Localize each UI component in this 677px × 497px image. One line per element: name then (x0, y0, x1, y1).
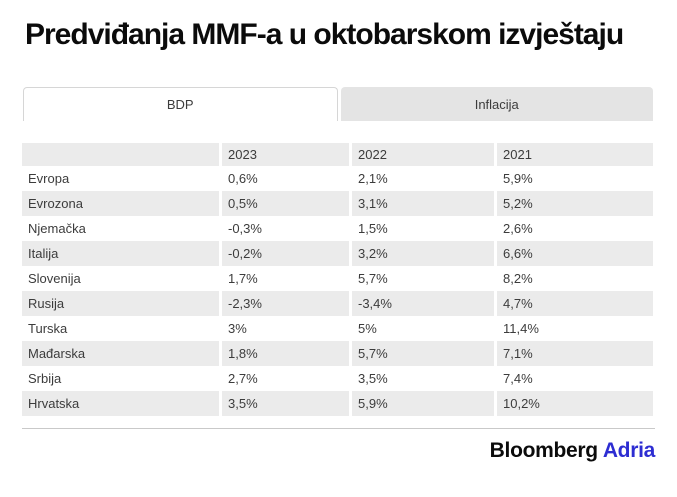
table-row: Mađarska 1,8% 5,7% 7,1% (22, 341, 653, 366)
forecast-table: 2023 2022 2021 Evropa 0,6% 2,1% 5,9% Evrozon… (22, 143, 653, 416)
row-value: 8,2% (503, 271, 533, 286)
row-value: 5,9% (503, 171, 533, 186)
row-value: 2,7% (228, 371, 258, 386)
table-body: Evropa 0,6% 2,1% 5,9% Evrozona 0,5% 3,1% 5,2% Nj… (22, 166, 653, 416)
row-value: 5,2% (497, 191, 653, 216)
row-value: -3,4% (352, 291, 494, 316)
row-label: Evrozona (22, 191, 219, 216)
table-row: Italija -0,2% 3,2% 6,6% (22, 241, 653, 266)
row-value: 1,7% (228, 271, 258, 286)
row-value: 4,7% (497, 291, 653, 316)
row-value: 0,5% (222, 191, 349, 216)
table-row: Evropa 0,6% 2,1% 5,9% (22, 166, 653, 191)
table-row: Srbija 2,7% 3,5% 7,4% (22, 366, 653, 391)
row-value: 5,7% (352, 341, 494, 366)
row-label: Srbija (28, 371, 62, 386)
row-label: Njemačka (28, 221, 86, 236)
footer-divider (22, 428, 655, 429)
tab-bdp-label: BDP (166, 97, 194, 112)
row-value: 5,7% (358, 271, 388, 286)
row-value: 11,4% (503, 321, 539, 336)
row-value: 7,1% (497, 341, 653, 366)
table-row: Slovenija 1,7% 5,7% 8,2% (22, 266, 653, 291)
page-title: Predviđanja MMF-a u oktobarskom izvješta… (25, 18, 624, 51)
table-row: Turska 3% 5% 11,4% (22, 316, 653, 341)
row-value: -0,3% (228, 221, 262, 236)
header-cell-2022: 2022 (352, 143, 494, 166)
row-value: 3,5% (358, 371, 388, 386)
header-cell-2023: 2023 (222, 143, 349, 166)
row-label: Evropa (28, 171, 70, 186)
row-label: Turska (28, 321, 68, 336)
table-row: Evrozona 0,5% 3,1% 5,2% (22, 191, 653, 216)
row-value: 3,5% (222, 391, 349, 416)
tab-bdp[interactable]: BDP (23, 87, 338, 121)
row-value: 2,6% (503, 221, 533, 236)
row-value: -2,3% (222, 291, 349, 316)
row-value: 10,2% (497, 391, 653, 416)
brand-bloomberg: Bloomberg (489, 439, 598, 462)
row-value: 3,2% (352, 241, 494, 266)
row-label: Hrvatska (22, 391, 219, 416)
table-row: Njemačka -0,3% 1,5% 2,6% (22, 216, 653, 241)
row-label: Mađarska (22, 341, 219, 366)
row-value: -0,2% (222, 241, 349, 266)
row-value: 5,9% (352, 391, 494, 416)
brand-logo: Bloomberg Adria (489, 439, 656, 463)
row-value: 2,1% (358, 171, 388, 186)
row-value: 1,8% (222, 341, 349, 366)
tab-bar: BDP Inflacija (23, 87, 653, 121)
row-value: 6,6% (497, 241, 653, 266)
brand-adria: Adria (602, 439, 655, 462)
header-cell-country (22, 143, 219, 166)
row-label: Italija (22, 241, 219, 266)
row-value: 0,6% (228, 171, 258, 186)
table-row: Hrvatska 3,5% 5,9% 10,2% (22, 391, 653, 416)
row-value: 1,5% (358, 221, 388, 236)
tab-inflacija[interactable]: Inflacija (340, 87, 653, 121)
row-value: 3% (228, 321, 247, 336)
row-value: 3,1% (352, 191, 494, 216)
table-header-row: 2023 2022 2021 (22, 143, 653, 166)
row-label: Slovenija (28, 271, 81, 286)
row-label: Rusija (22, 291, 219, 316)
tab-inflacija-label: Inflacija (474, 96, 519, 112)
row-value: 7,4% (503, 371, 533, 386)
header-cell-2021: 2021 (497, 143, 653, 166)
row-value: 5% (358, 321, 377, 336)
table-row: Rusija -2,3% -3,4% 4,7% (22, 291, 653, 316)
